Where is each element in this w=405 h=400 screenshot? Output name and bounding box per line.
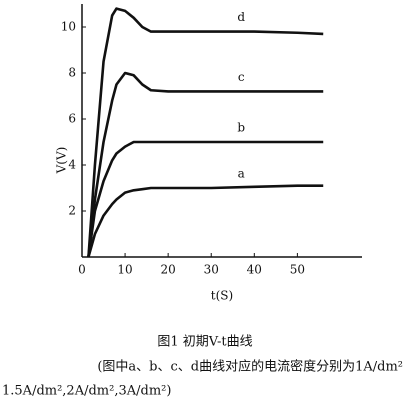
y-tick-label: 10	[61, 20, 76, 34]
caption: 图1 初期V-t曲线	[157, 335, 252, 350]
y-tick-label: 8	[68, 66, 76, 80]
series-label: d	[237, 10, 245, 24]
series-label: c	[238, 70, 245, 84]
line-series	[87, 184, 324, 258]
x-tick-label: 10	[117, 263, 132, 277]
x-tick-label: 50	[290, 263, 305, 277]
series-label: b	[237, 121, 245, 135]
line-series	[87, 7, 324, 258]
x-tick-label: 40	[247, 263, 262, 277]
x-axis-label: t(S)	[211, 289, 233, 303]
line-series	[87, 71, 324, 258]
y-tick-label: 4	[68, 158, 76, 172]
y-tick-label: 2	[68, 204, 76, 218]
y-tick-label: 6	[68, 112, 76, 126]
note-line: 1.5A/dm²,2A/dm²,3A/dm²)	[2, 384, 171, 399]
x-tick-label: 20	[161, 263, 176, 277]
note-line: (图中a、b、c、d曲线对应的电流密度分别为1A/dm²	[97, 359, 403, 375]
series-label: a	[238, 167, 245, 181]
x-tick-label: 30	[204, 263, 219, 277]
line-series	[87, 140, 324, 258]
y-axis-label: V(V)	[55, 147, 69, 175]
x-tick-label: 0	[78, 263, 86, 277]
